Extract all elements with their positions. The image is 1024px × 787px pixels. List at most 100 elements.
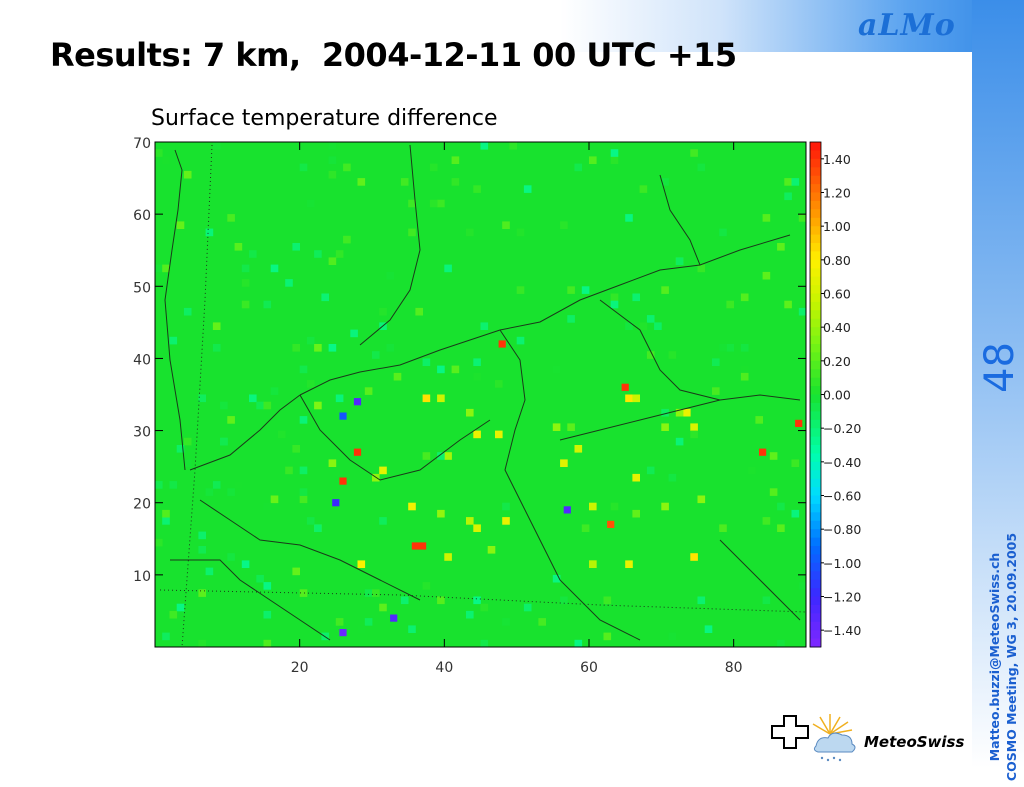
colorbar-label: 1.00 — [823, 219, 851, 234]
heatmap-cell — [198, 639, 206, 648]
heatmap-cell — [466, 517, 474, 525]
heatmap-cell — [762, 517, 771, 525]
heatmap-cell — [176, 603, 185, 612]
colorbar — [809, 141, 822, 648]
heatmap-cell — [675, 437, 684, 446]
heatmap-cell — [241, 300, 250, 309]
colorbar-label: 1.20 — [823, 186, 851, 201]
chart-title: Surface temperature difference — [151, 106, 498, 131]
x-axis-ticks: 20 40 60 80 — [291, 142, 743, 676]
heatmap-cell — [386, 271, 395, 280]
heatmap-cell — [372, 589, 380, 597]
colorbar-label: −0.40 — [823, 455, 861, 470]
heatmap-cell — [220, 401, 228, 410]
rain-icon — [820, 756, 842, 762]
heatmap-cell — [364, 589, 373, 597]
heatmap-cell — [560, 459, 568, 467]
heatmap-cell — [639, 185, 648, 193]
heatmap-cell — [335, 250, 344, 258]
y-tick-label: 40 — [133, 352, 151, 368]
sun-icon — [812, 714, 853, 735]
border-line — [599, 299, 721, 401]
heatmap-cell — [364, 618, 373, 626]
heatmap-cell — [654, 322, 662, 330]
colorbar-segment — [810, 175, 821, 185]
colorbar-segment — [810, 184, 821, 193]
map-borders — [159, 144, 807, 648]
heatmap-cell — [690, 423, 698, 431]
heatmap-cell — [516, 286, 525, 294]
heatmap-cell-highlight — [411, 542, 419, 550]
heatmap-cell — [270, 264, 279, 273]
heatmap-cell — [625, 322, 633, 330]
heatmap-cell — [314, 401, 322, 410]
border-line — [559, 394, 801, 441]
heatmap-cell — [697, 596, 706, 605]
heatmap-cell — [473, 358, 481, 366]
colorbar-label: 0.60 — [823, 287, 851, 302]
heatmap-cell — [234, 243, 243, 251]
colorbar-segment — [810, 369, 821, 379]
heatmap-cell-highlight — [795, 419, 803, 427]
heatmap-cell — [205, 567, 214, 576]
heatmap-cell — [155, 481, 163, 489]
colorbar-segment — [810, 554, 821, 564]
heatmap-cell — [509, 142, 517, 150]
heatmap-cell-highlight — [563, 506, 571, 514]
heatmap-cell — [502, 618, 510, 626]
colorbar-segment — [810, 217, 821, 227]
heatmap-cell — [169, 481, 178, 489]
heatmap-cell — [740, 344, 749, 352]
heatmap-cell — [400, 178, 409, 186]
heatmap-cell — [155, 149, 163, 157]
heatmap-cell — [726, 300, 734, 309]
border-line — [164, 149, 186, 471]
heatmap-cell — [408, 502, 416, 511]
heatmap-cell — [473, 185, 481, 193]
heatmap-cell — [451, 156, 460, 164]
colorbar-segment — [810, 571, 821, 581]
heatmap-cell — [256, 401, 264, 410]
heatmap-cell — [263, 401, 272, 410]
heatmap-cell — [299, 589, 308, 597]
heatmap-cell — [437, 452, 445, 460]
heatmap-cell — [697, 264, 706, 273]
heatmap-cell — [473, 524, 481, 532]
heatmap-cell — [610, 502, 619, 511]
side-gradient-bar — [972, 0, 1024, 768]
colorbar-segment — [810, 158, 821, 168]
heatmap-cell — [379, 603, 387, 612]
heatmap-cell — [429, 163, 438, 172]
heatmap-cell — [162, 517, 170, 525]
colorbar-segment — [810, 621, 821, 631]
heatmap-cell — [574, 163, 583, 172]
colorbar-segment — [810, 251, 821, 261]
heatmap-cell-highlight — [332, 499, 340, 507]
heatmap-cell-highlight — [339, 477, 347, 485]
heatmap-cell — [212, 344, 221, 352]
colorbar-segment — [810, 453, 821, 463]
heatmap-cell — [661, 286, 669, 294]
plot-frame — [154, 141, 807, 648]
heatmap-cell — [466, 228, 474, 237]
heatmap-cell — [400, 596, 409, 605]
heatmap-cell — [719, 524, 727, 532]
heatmap-cell — [502, 502, 510, 511]
heatmap-cell — [632, 509, 640, 518]
colorbar-label: 0.20 — [823, 354, 851, 369]
colorbar-segment — [810, 310, 821, 320]
heatmap-cell — [162, 156, 170, 164]
heatmap-cell — [704, 625, 713, 633]
heatmap-cell — [292, 567, 300, 576]
heatmap-cell — [263, 639, 272, 648]
heatmap-cell — [278, 430, 286, 439]
heatmap-cell — [560, 596, 568, 605]
heatmap-cell — [169, 336, 178, 345]
heatmap-cell — [625, 394, 633, 403]
heatmap-cell — [176, 445, 185, 453]
heatmap-cell — [227, 488, 235, 496]
heatmap-cell — [473, 430, 481, 439]
colorbar-segment — [810, 352, 821, 362]
heatmap-cell — [205, 228, 214, 237]
x-tick-label: 20 — [291, 660, 309, 676]
